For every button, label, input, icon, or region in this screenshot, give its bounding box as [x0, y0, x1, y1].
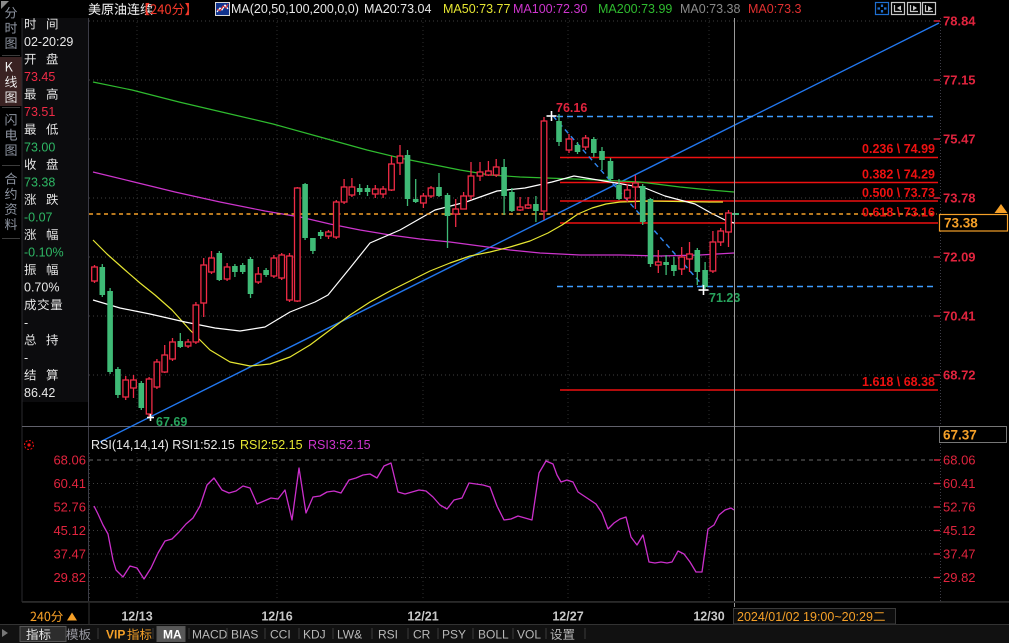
svg-text:76.16: 76.16 [556, 101, 587, 115]
svg-text:CCI: CCI [270, 628, 291, 642]
svg-text:1.618 \ 68.38: 1.618 \ 68.38 [862, 375, 935, 389]
svg-text:12/16: 12/16 [261, 610, 292, 624]
svg-text:MACD: MACD [192, 628, 228, 642]
svg-text:0.382 \ 74.29: 0.382 \ 74.29 [862, 168, 935, 182]
svg-text:-: - [24, 351, 28, 365]
svg-text:68.06: 68.06 [943, 453, 976, 468]
svg-text:12/13: 12/13 [121, 610, 152, 624]
svg-text:RSI2:52.15: RSI2:52.15 [240, 438, 303, 452]
svg-text:2024/01/02 19:00~20:29: 2024/01/02 19:00~20:29 [737, 610, 873, 624]
svg-text:73.45: 73.45 [24, 70, 55, 84]
svg-text:MA(20,50,100,200,0,0): MA(20,50,100,200,0,0) [231, 2, 359, 16]
svg-text:-: - [24, 316, 28, 330]
svg-text:VOL: VOL [517, 628, 541, 642]
svg-text:LW&: LW& [337, 628, 362, 642]
svg-text:52.76: 52.76 [53, 500, 86, 515]
svg-text:-0.07: -0.07 [24, 211, 53, 225]
svg-text:VIP: VIP [106, 628, 125, 642]
svg-text:70.41: 70.41 [943, 309, 976, 324]
svg-text:68.72: 68.72 [943, 368, 976, 383]
svg-text:73.38: 73.38 [944, 216, 978, 231]
svg-text:RSI3:52.15: RSI3:52.15 [308, 438, 371, 452]
svg-text:BIAS: BIAS [231, 628, 258, 642]
svg-text:MA20:73.04: MA20:73.04 [364, 2, 431, 16]
svg-text:52.76: 52.76 [943, 500, 976, 515]
svg-text:60.41: 60.41 [943, 476, 976, 491]
svg-text:0.70%: 0.70% [24, 281, 59, 295]
svg-text:RSI: RSI [378, 628, 398, 642]
svg-text:29.82: 29.82 [943, 570, 976, 585]
svg-text:0.618 \ 73.16: 0.618 \ 73.16 [862, 206, 935, 220]
svg-text:75.47: 75.47 [943, 132, 976, 147]
svg-text:PSY: PSY [442, 628, 466, 642]
svg-text:60.41: 60.41 [53, 476, 86, 491]
svg-text:12/30: 12/30 [693, 610, 724, 624]
svg-text:MA0:73.38: MA0:73.38 [680, 2, 741, 16]
svg-text:MA200:73.99: MA200:73.99 [598, 2, 672, 16]
svg-text:45.12: 45.12 [53, 523, 86, 538]
svg-text:67.37: 67.37 [943, 428, 977, 443]
svg-text:MA100:72.30: MA100:72.30 [513, 2, 587, 16]
svg-text:37.47: 37.47 [53, 547, 86, 562]
svg-text:29.82: 29.82 [53, 570, 86, 585]
svg-text:MA: MA [163, 628, 182, 642]
svg-text:12/27: 12/27 [552, 610, 583, 624]
svg-text:-0.10%: -0.10% [24, 246, 64, 260]
svg-text:72.09: 72.09 [943, 250, 976, 265]
svg-text:0.500 \ 73.73: 0.500 \ 73.73 [862, 186, 935, 200]
svg-text:71.23: 71.23 [709, 291, 740, 305]
svg-text:12/21: 12/21 [407, 610, 438, 624]
svg-text:MA50:73.77: MA50:73.77 [443, 2, 510, 16]
svg-text:0.236 \ 74.99: 0.236 \ 74.99 [862, 142, 935, 156]
svg-text:68.06: 68.06 [53, 453, 86, 468]
svg-text:MA0:73.3: MA0:73.3 [748, 2, 802, 16]
svg-text:45.12: 45.12 [943, 523, 976, 538]
svg-text:86.42: 86.42 [24, 386, 55, 400]
svg-text:73.51: 73.51 [24, 105, 55, 119]
svg-text:78.84: 78.84 [943, 14, 976, 29]
svg-text:RSI(14,14,14) RSI1:52.15: RSI(14,14,14) RSI1:52.15 [91, 438, 235, 452]
svg-text:73.78: 73.78 [943, 191, 976, 206]
svg-text:02-20:29: 02-20:29 [24, 35, 73, 49]
svg-text:67.69: 67.69 [156, 415, 187, 429]
svg-text:37.47: 37.47 [943, 547, 976, 562]
svg-text:77.15: 77.15 [943, 73, 976, 88]
svg-text:BOLL: BOLL [478, 628, 509, 642]
svg-text:73.38: 73.38 [24, 175, 55, 189]
svg-text:KDJ: KDJ [303, 628, 326, 642]
svg-text:CR: CR [413, 628, 431, 642]
svg-text:73.00: 73.00 [24, 140, 55, 154]
